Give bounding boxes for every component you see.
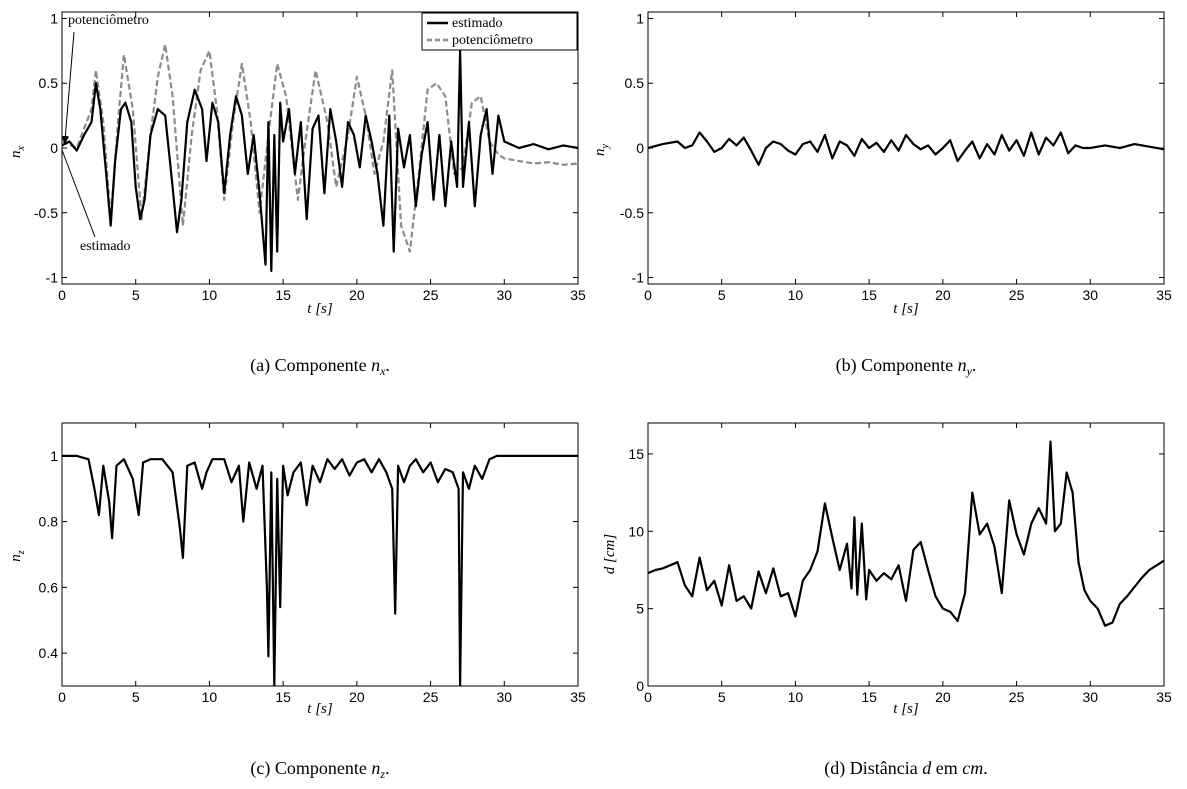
caption-d: (d) Distância d em cm.: [824, 758, 987, 779]
legend-label-potenciometro: potenciômetro: [452, 33, 533, 48]
series-line-a-potenciometro: [62, 43, 578, 253]
xtick-label-a: 20: [349, 287, 365, 303]
series-line-d: [648, 440, 1164, 627]
xtick-label-c: 15: [275, 689, 291, 705]
xtick-label-a: 15: [275, 287, 291, 303]
ytick-label-b: 1: [636, 10, 644, 26]
xtick-label-a: 25: [423, 287, 439, 303]
ytick-label-d: 15: [628, 446, 644, 462]
panel-d: 0 5 10 15 20 25 30 35 0 5 10 15 d [cm] t [s] (d) Di…: [602, 422, 1172, 779]
xtick-label-a: 10: [202, 287, 218, 303]
annotation-estimado: estimado: [80, 239, 131, 254]
ytick-label-a: 0: [50, 140, 58, 156]
ylabel-c: nz: [8, 550, 27, 562]
legend-box-a: [421, 12, 578, 51]
ytick-label-a: 0.5: [39, 75, 59, 91]
series-area-d: [648, 440, 1164, 627]
xtick-label-b: 20: [935, 287, 951, 303]
xtick-label-c: 0: [58, 689, 66, 705]
ytick-label-d: 0: [636, 678, 644, 694]
series-line-a-estimado: [62, 49, 578, 273]
ytick-label-b: 0: [636, 140, 644, 156]
ytick-label-c: 0.8: [39, 514, 59, 530]
xtick-label-d: 0: [644, 689, 652, 705]
caption-b: (b) Componente ny.: [836, 355, 977, 378]
caption-a: (a) Componente nx.: [250, 355, 390, 378]
ytick-label-d: 10: [628, 523, 644, 539]
series-area-c: [62, 454, 578, 686]
ylabel-d: d [cm]: [602, 534, 618, 575]
ytick-label-b: -0.5: [620, 205, 644, 221]
panel-c: 0 5 10 15 20 25 30 35 0.4 0.6 0.8 1 nz t [s] (c) Co…: [8, 422, 586, 781]
xtick-label-a: 5: [132, 287, 140, 303]
ytick-label-c: 1: [50, 448, 58, 464]
ytick-label-a: -0.5: [34, 205, 58, 221]
xtick-label-b: 5: [718, 287, 726, 303]
xtick-label-c: 30: [496, 689, 512, 705]
xtick-label-d: 5: [718, 689, 726, 705]
xtick-label-b: 10: [788, 287, 804, 303]
xtick-label-b: 25: [1009, 287, 1025, 303]
xtick-label-d: 25: [1009, 689, 1025, 705]
xtick-label-b: 30: [1082, 287, 1098, 303]
arrow-potenciometro: [61, 31, 75, 144]
ytick-label-c: 0.6: [39, 579, 59, 595]
xtick-label-c: 5: [132, 689, 140, 705]
axis-ticks-a: 0 5 10 15 20 25 30 35 -1 -0.5 0 0.5 1: [34, 10, 586, 303]
panel-b: 0 5 10 15 20 25 30 35 -1 -0.5 0 0.5 1 ny t [s] (b) C…: [592, 10, 1172, 378]
arrow-estimado: [61, 149, 96, 238]
xtick-label-a: 35: [570, 287, 586, 303]
xtick-label-a: 30: [496, 287, 512, 303]
ytick-label-b: -1: [632, 270, 645, 286]
ytick-label-d: 5: [636, 601, 644, 617]
plot-frame-d: [647, 422, 1165, 687]
legend-label-estimado: estimado: [452, 16, 503, 31]
ytick-label-a: 1: [50, 10, 58, 26]
axis-ticks-c: 0 5 10 15 20 25 30 35 0.4 0.6 0.8 1: [39, 423, 586, 705]
series-line-b: [648, 131, 1164, 166]
series-line-c: [62, 454, 578, 686]
xtick-label-d: 30: [1082, 689, 1098, 705]
axis-ticks-b: 0 5 10 15 20 25 30 35 -1 -0.5 0 0.5 1: [620, 10, 1172, 303]
xtick-label-a: 0: [58, 287, 66, 303]
legend-a: estimado potenciômetro: [421, 12, 578, 51]
annotation-potenciometro: potenciômetro: [68, 13, 149, 28]
panel-a: 0 5 10 15 20 25 30 35 -1 -0.5 0 0.5 1 nx t [s] estim…: [8, 10, 586, 378]
series-area-a: [62, 43, 578, 273]
xtick-label-b: 15: [861, 287, 877, 303]
xtick-label-d: 10: [788, 689, 804, 705]
caption-c: (c) Componente nz.: [250, 758, 389, 781]
xtick-label-c: 25: [423, 689, 439, 705]
ytick-label-c: 0.4: [39, 645, 59, 661]
ylabel-b: ny: [592, 143, 611, 156]
ytick-label-b: 0.5: [625, 75, 645, 91]
xtick-label-c: 10: [202, 689, 218, 705]
xlabel-b: t [s]: [893, 301, 919, 317]
xtick-label-b: 0: [644, 287, 652, 303]
ytick-label-a: -1: [46, 270, 59, 286]
xtick-label-d: 20: [935, 689, 951, 705]
axis-ticks-d: 0 5 10 15 20 25 30 35 0 5 10 15: [628, 423, 1172, 705]
ylabel-a: nx: [8, 145, 27, 158]
xtick-label-c: 35: [570, 689, 586, 705]
plot-frame-c: [61, 422, 579, 687]
xlabel-d: t [s]: [893, 701, 919, 717]
xtick-label-d: 35: [1156, 689, 1172, 705]
series-area-b: [648, 131, 1164, 166]
xtick-label-c: 20: [349, 689, 365, 705]
xlabel-c: t [s]: [307, 701, 333, 717]
xtick-label-d: 15: [861, 689, 877, 705]
xtick-label-b: 35: [1156, 287, 1172, 303]
xlabel-a: t [s]: [307, 301, 333, 317]
